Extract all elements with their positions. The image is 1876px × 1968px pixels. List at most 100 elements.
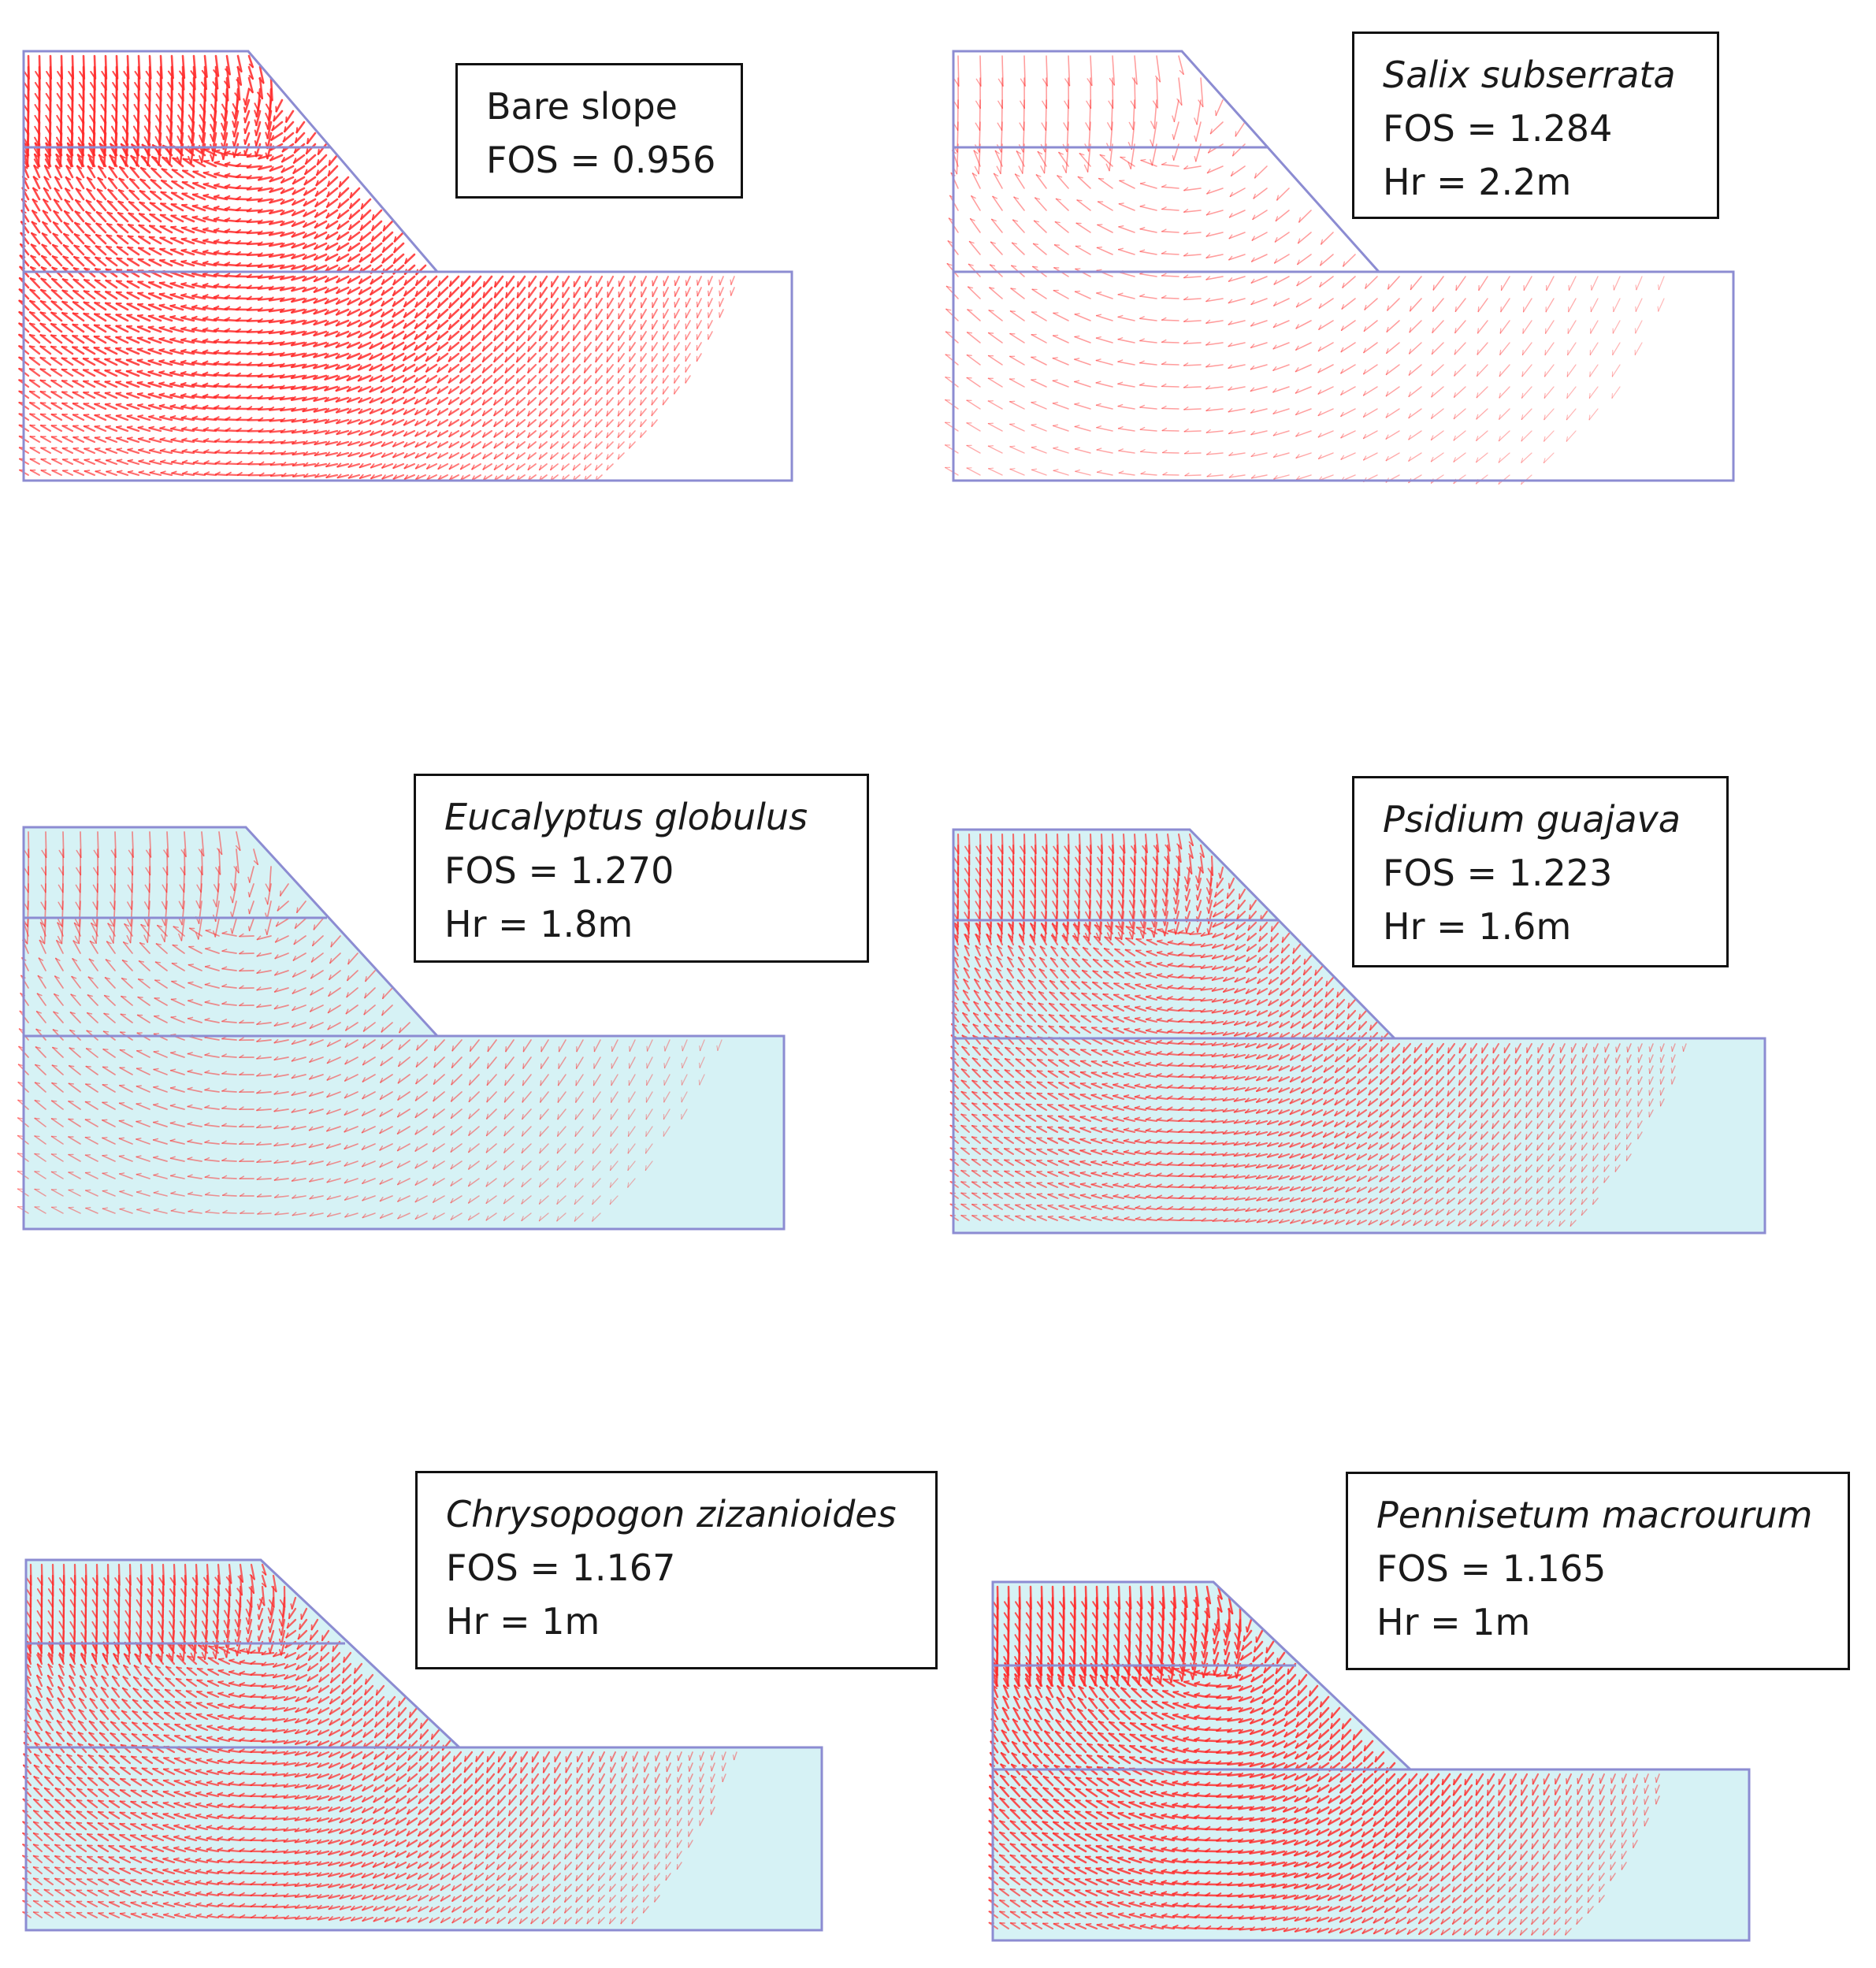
vector-arrowhead: [1183, 187, 1189, 191]
vector-arrowhead: [159, 258, 165, 262]
vector-arrow: [181, 204, 195, 212]
vector-arrowhead: [392, 452, 397, 459]
vector-arrowhead: [77, 143, 84, 147]
vector-arrow: [1317, 408, 1334, 417]
vector-arrowhead: [124, 923, 130, 927]
vector-arrow: [173, 926, 185, 937]
vector-arrowhead: [403, 377, 407, 383]
vector-arrow: [314, 242, 328, 251]
vector-arrowhead: [1064, 100, 1069, 109]
vector-arrowhead: [348, 214, 352, 220]
vector-arrowhead: [110, 143, 116, 147]
vector-arrowhead: [280, 329, 285, 335]
vector-arrow: [50, 288, 63, 300]
vector-arrowhead: [380, 355, 384, 361]
vector-arrow: [425, 440, 438, 448]
vector-arrow: [50, 425, 63, 433]
vector-arrowhead: [470, 399, 474, 406]
vector-arrow: [561, 341, 570, 352]
vector-arrowhead: [988, 467, 994, 470]
vector-arrowhead: [181, 203, 188, 206]
vector-arrow: [651, 353, 658, 362]
vector-arrowhead: [204, 471, 210, 475]
vector-arrow: [258, 154, 273, 160]
vector-arrowhead: [1183, 318, 1189, 322]
vector-arrowhead: [1408, 434, 1412, 440]
vector-arrow: [96, 199, 107, 212]
vector-arrow: [381, 286, 394, 296]
vector-arrow: [358, 462, 372, 469]
vector-arrow: [539, 286, 548, 299]
vector-arrowhead: [246, 295, 252, 300]
vector-arrowhead: [106, 459, 112, 462]
vector-arrowhead: [280, 407, 285, 411]
vector-arrow: [336, 440, 350, 446]
vector-arrow: [1295, 320, 1312, 329]
vector-arrow: [392, 297, 405, 307]
vector-arrowhead: [107, 923, 113, 926]
vector-arrow: [1022, 143, 1025, 174]
vector-arrow: [202, 306, 217, 311]
vector-arrow: [433, 1056, 445, 1068]
vector-arrowhead: [235, 295, 241, 299]
vector-arrow: [1161, 363, 1179, 366]
vector-arrow: [1035, 197, 1047, 211]
vector-arrow: [105, 414, 118, 421]
vector-arrow: [221, 967, 237, 971]
vector-arrow: [594, 397, 603, 406]
vector-arrow: [391, 363, 405, 372]
vector-arrow: [414, 385, 427, 394]
vector-arrowhead: [414, 442, 419, 447]
vector-arrow: [572, 319, 581, 331]
vector-arrowhead: [280, 462, 287, 466]
vector-arrowhead: [273, 1038, 279, 1044]
vector-arrowhead: [258, 165, 263, 170]
vector-arrowhead: [258, 176, 263, 181]
vector-arrowhead: [493, 313, 496, 320]
vector-arrow: [369, 418, 383, 425]
vector-arrow: [968, 240, 981, 255]
vector-arrowhead: [191, 249, 199, 252]
vector-arrow: [414, 473, 427, 481]
vector-arrowhead: [448, 302, 451, 309]
vector-arrowhead: [243, 128, 247, 134]
vector-arrowhead: [1085, 122, 1090, 131]
vector-arrow: [93, 324, 107, 333]
vector-arrowhead: [1454, 349, 1457, 355]
vector-arrow: [987, 377, 1003, 388]
vector-arrowhead: [291, 276, 296, 281]
vector-arrowhead: [107, 188, 114, 192]
vector-arrow: [425, 297, 438, 308]
vector-arrow: [966, 399, 981, 410]
vector-arrowhead: [291, 1040, 296, 1045]
vector-arrowhead: [84, 436, 90, 439]
vector-arrow: [87, 154, 96, 168]
vector-arrow: [28, 390, 41, 399]
vector-arrowhead: [62, 244, 69, 247]
vector-arrow: [159, 438, 173, 444]
vector-arrow: [94, 313, 107, 322]
vector-arrowhead: [291, 418, 297, 423]
vector-arrowhead: [98, 143, 105, 147]
vector-arrowhead: [292, 473, 298, 477]
vector-arrow: [61, 414, 74, 421]
vector-arrowhead: [147, 347, 154, 351]
vector-arrowhead: [243, 139, 247, 145]
vector-arrowhead: [72, 267, 80, 270]
vector-arrowhead: [1365, 283, 1367, 289]
vector-arrow: [42, 221, 52, 234]
vector-arrowhead: [646, 1063, 648, 1069]
vector-arrow: [617, 342, 625, 352]
vector-arrowhead: [369, 387, 373, 393]
vector-arrowhead: [127, 901, 132, 910]
vector-arrowhead: [1295, 324, 1299, 329]
vector-arrow: [1205, 386, 1224, 390]
vector-arrowhead: [425, 366, 429, 373]
vector-arrow: [106, 234, 118, 245]
vector-arrow: [550, 341, 559, 352]
vector-arrowhead: [52, 244, 58, 247]
vector-arrow: [275, 918, 289, 927]
vector-arrow: [347, 407, 361, 414]
vector-arrowhead: [204, 1017, 210, 1021]
vector-arrowhead: [269, 329, 274, 334]
